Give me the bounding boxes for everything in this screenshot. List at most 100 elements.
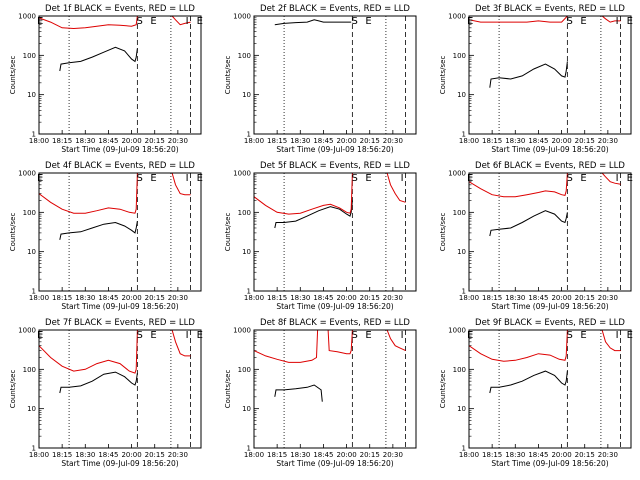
y-tick-label: 1 [247,288,251,296]
y-tick-label: 1000 [448,13,466,21]
x-tick-label: 20:15 [575,137,595,145]
event-marker-label: S [566,330,572,341]
x-tick-label: 18:00 [244,451,264,459]
x-tick-label: 18:15 [267,137,287,145]
y-axis-label: Counts/sec [224,56,232,95]
event-marker-label: E [467,330,473,341]
y-tick-label: 100 [23,366,36,374]
plot-series-group [469,16,621,88]
y-axis-label: Counts/sec [439,213,447,252]
lld-series-line [469,173,568,198]
lld-series-line [254,173,353,215]
x-axis-label: Start Time (09-Jul-09 18:56:20) [276,459,393,468]
x-tick-label: 18:30 [505,137,525,145]
y-tick-label: 10 [457,405,466,413]
x-tick-label: 20:30 [598,451,618,459]
events-series-line [274,200,353,229]
x-axis-label: Start Time (09-Jul-09 18:56:20) [276,145,393,154]
x-tick-label: 20:15 [360,137,380,145]
x-tick-label: 18:30 [290,137,310,145]
events-series-line [489,210,568,237]
events-series-line [489,61,568,88]
y-tick-label: 100 [238,52,251,60]
x-tick-label: 20:00 [551,451,571,459]
x-tick-label: 18:15 [52,137,72,145]
event-marker-label: S [136,330,142,341]
event-marker-label: E [365,173,371,184]
x-tick-label: 18:45 [98,294,118,302]
y-axis-label: Counts/sec [9,213,17,252]
y-axis-label: Counts/sec [224,213,232,252]
x-tick-label: 20:00 [336,294,356,302]
detector-panel: Det 4f BLACK = Events, RED = LLD 1 10 100 10… [9,161,203,311]
panel-title: Det 8f BLACK = Events, RED = LLD [260,318,410,328]
plot-series-group [254,330,406,402]
y-tick-label: 100 [453,52,466,60]
x-tick-label: 20:30 [598,294,618,302]
y-tick-label: 1 [462,131,466,139]
y-axis-label: Counts/sec [224,370,232,409]
y-axis-label: Counts/sec [439,370,447,409]
x-axis-label: Start Time (09-Jul-09 18:56:20) [491,302,608,311]
event-marker-label: E [197,330,203,341]
detector-panel: Det 6f BLACK = Events, RED = LLD 1 10 100 10… [439,161,633,311]
lld-series-line [39,330,138,374]
lld-series-line [601,173,621,185]
y-tick-label: 1 [32,131,36,139]
y-tick-label: 100 [23,52,36,60]
panel-title: Det 7f BLACK = Events, RED = LLD [45,318,195,328]
event-marker-label: E [580,330,586,341]
lld-series-line [39,16,138,30]
lld-series-line [601,330,621,352]
panel-title: Det 2f BLACK = Events, RED = LLD [260,4,410,14]
x-tick-label: 20:15 [360,451,380,459]
event-marker-label: E [627,330,633,341]
panel-title: Det 1f BLACK = Events, RED = LLD [45,4,195,14]
plot-frame [468,329,632,449]
plot-frame [38,15,202,135]
y-axis-label: Counts/sec [439,56,447,95]
x-tick-label: 20:15 [145,294,165,302]
x-tick-label: 18:15 [482,451,502,459]
x-tick-label: 18:00 [459,294,479,302]
event-marker-label: E [467,173,473,184]
plot-series-group [39,173,191,240]
y-tick-label: 10 [457,248,466,256]
x-tick-label: 18:15 [267,294,287,302]
event-marker-label: E [150,330,156,341]
y-tick-label: 1 [32,288,36,296]
event-marker-label: S [566,173,572,184]
lld-series-line [386,173,406,203]
y-tick-label: 1000 [18,170,36,178]
y-tick-label: 1 [462,288,466,296]
x-tick-label: 18:30 [75,137,95,145]
x-tick-label: 18:30 [75,451,95,459]
x-tick-label: 18:45 [98,137,118,145]
detector-panel: Det 7f BLACK = Events, RED = LLD 1 10 100 10… [9,318,203,468]
x-tick-label: 18:45 [98,451,118,459]
x-tick-label: 20:15 [145,137,165,145]
event-marker-label: E [37,16,43,27]
plot-series-group [39,330,191,394]
event-marker-label: E [150,16,156,27]
x-tick-label: 18:00 [29,137,49,145]
event-marker-label: I [616,173,619,184]
panel-title: Det 5f BLACK = Events, RED = LLD [260,161,410,171]
event-marker-label: S [351,330,357,341]
plot-frame [38,172,202,292]
x-tick-label: 20:30 [383,294,403,302]
y-tick-label: 10 [27,405,36,413]
panel-title: Det 6f BLACK = Events, RED = LLD [475,161,625,171]
detector-panel: Det 9f BLACK = Events, RED = LLD 1 10 100 10… [439,318,633,468]
event-marker-label: E [627,173,633,184]
y-tick-label: 1000 [448,327,466,335]
detector-panel: Det 3f BLACK = Events, RED = LLD 1 10 100 10… [439,4,633,154]
x-tick-label: 18:30 [505,294,525,302]
x-tick-label: 18:45 [313,137,333,145]
y-tick-label: 100 [453,209,466,217]
x-tick-label: 18:15 [52,294,72,302]
event-marker-label: E [150,173,156,184]
y-tick-label: 1 [462,445,466,453]
